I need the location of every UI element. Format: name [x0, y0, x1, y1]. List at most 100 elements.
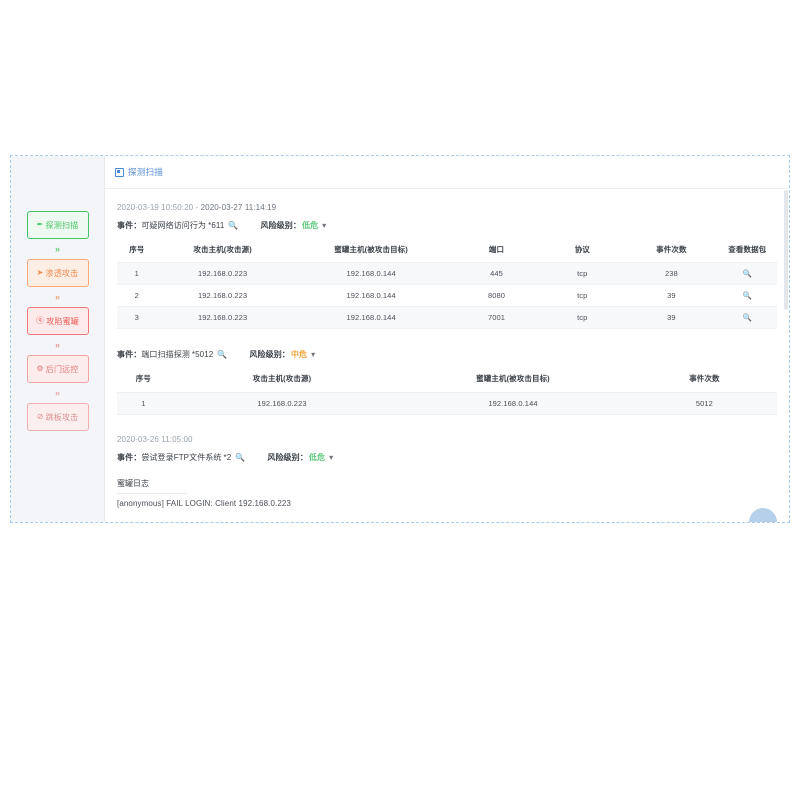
timestamp-start: 2020-03-19 10:50:20 [117, 203, 194, 212]
col-honeypot-host: 蜜罐主机(被攻击目标) [334, 245, 408, 254]
risk-label: 风险级别： [267, 452, 308, 462]
cell-attacker-host: 192.168.0.223 [156, 284, 289, 307]
forbidden-icon: ⊘ [36, 412, 44, 421]
event-section: 事件： 端口扫描探测 *5012 🔍 风险级别： 中危 ▾ [117, 349, 777, 415]
sidebar-item-backdoor-remote-control[interactable]: ⚙ 后门远控 [26, 355, 89, 383]
sidebar-item-label: 后门远控 [45, 364, 79, 374]
cell-port: 7001 [453, 306, 540, 330]
cell-event-count: 5012 [631, 391, 777, 415]
event-count: *611 [208, 221, 225, 230]
cell-index: 1 [117, 262, 157, 285]
cell-index: 1 [117, 391, 170, 415]
chevron-down-icon: » [54, 339, 60, 350]
cell-index: 2 [117, 284, 157, 307]
cell-view-packet: 🔍 [717, 262, 777, 285]
col-index: 序号 [129, 245, 145, 254]
cell-event-count: 39 [625, 284, 718, 307]
risk-level-group: 风险级别： 中危 ▾ [249, 349, 315, 360]
honeypot-log-text: [anonymous] FAIL LOGIN: Client 192.168.0… [117, 498, 291, 508]
col-view-packet: 查看数据包 [728, 245, 767, 254]
cell-honeypot-host: 192.168.0.144 [394, 391, 632, 415]
chevron-down-icon: » [54, 243, 60, 254]
col-port: 端口 [488, 245, 505, 254]
table-header-row: 序号 攻击主机(攻击源) 蜜罐主机(被攻击目标) 事件次数 [117, 370, 777, 392]
magnifier-icon[interactable]: 🔍 [742, 291, 753, 301]
square-dot-icon [115, 167, 124, 177]
magnifier-icon[interactable]: 🔍 [228, 221, 239, 230]
scrollbar[interactable] [784, 190, 788, 522]
cell-honeypot-host: 192.168.0.144 [288, 306, 454, 330]
cell-attacker-host: 192.168.0.223 [169, 391, 395, 415]
table-row: 3 192.168.0.223 192.168.0.144 7001 tcp 3… [117, 306, 777, 330]
chevron-down-icon[interactable]: ▾ [311, 350, 316, 360]
col-protocol: 协议 [574, 245, 590, 254]
event-label: 事件： [117, 221, 142, 230]
event-count: *2 [223, 452, 232, 462]
attack-chain-sidebar: ✒ 探测扫描 » ➤ 渗透攻击 » ⓠ 攻陷蜜罐 » ⚙ 后门远控 » ⊘ 跳板… [11, 156, 105, 522]
event-name: 端口扫描探测 [141, 350, 190, 360]
cell-honeypot-host: 192.168.0.144 [288, 262, 454, 285]
cell-index: 3 [117, 306, 157, 330]
chevron-down-icon[interactable]: ▾ [322, 221, 327, 230]
magnifier-icon[interactable]: 🔍 [742, 269, 753, 279]
col-index: 序号 [135, 374, 151, 384]
event-header: 事件： 端口扫描探测 *5012 🔍 风险级别： 中危 ▾ [117, 349, 777, 360]
sidebar-item-probe-scan[interactable]: ✒ 探测扫描 [26, 211, 89, 239]
honeypot-log-block: 蜜罐日志 [anonymous] FAIL LOGIN: Client 192.… [117, 473, 777, 508]
risk-label: 风险级别： [260, 221, 301, 230]
cell-attacker-host: 192.168.0.223 [156, 262, 289, 285]
section-spacer [117, 333, 777, 349]
main-content: 探测扫描 2020-03-19 10:50:20 - 2020-03-27 11… [105, 156, 789, 522]
table-row: 2 192.168.0.223 192.168.0.144 8080 tcp 3… [117, 284, 777, 307]
sidebar-item-penetration-attack[interactable]: ➤ 渗透攻击 [26, 259, 89, 287]
cell-view-packet: 🔍 [717, 306, 777, 330]
timestamp-end: 2020-03-27 11:14:19 [200, 203, 277, 212]
sidebar-item-pivot-attack[interactable]: ⊘ 跳板攻击 [26, 403, 89, 431]
event-name: 可疑网络访问行为 [141, 221, 207, 230]
timestamp-separator: - [193, 203, 201, 212]
risk-badge: 低危 [308, 452, 326, 462]
page-title: 探测扫描 [128, 167, 164, 177]
col-honeypot-host: 蜜罐主机(被攻击目标) [476, 374, 550, 384]
back-to-top-button[interactable] [749, 508, 777, 522]
event-count: *5012 [191, 350, 214, 360]
event-header: 事件： 可疑网络访问行为 *611 🔍 风险级别： 低危 ▾ [117, 220, 777, 231]
honeypot-log-label: 蜜罐日志 [117, 478, 187, 494]
send-icon: ➤ [36, 268, 44, 277]
cell-protocol: tcp [539, 284, 626, 307]
risk-badge: 低危 [301, 221, 319, 230]
cell-event-count: 238 [625, 262, 718, 285]
sidebar-item-label: 跳板攻击 [45, 412, 79, 422]
chevron-down-icon: » [54, 291, 60, 302]
wrench-icon: ✒ [36, 220, 44, 229]
cell-attacker-host: 192.168.0.223 [156, 306, 289, 330]
magnifier-icon[interactable]: 🔍 [217, 350, 228, 360]
table-row: 1 192.168.0.223 192.168.0.144 445 tcp 23… [117, 262, 777, 285]
scrollbar-thumb[interactable] [784, 190, 788, 310]
col-event-count: 事件次数 [689, 374, 720, 384]
sidebar-item-honeypot-compromised[interactable]: ⓠ 攻陷蜜罐 [26, 307, 89, 335]
event-label: 事件： [117, 350, 142, 360]
cell-event-count: 39 [625, 306, 718, 330]
risk-level-group: 风险级别： 低危 ▾ [267, 452, 333, 463]
chevron-down-icon[interactable]: ▾ [329, 452, 334, 462]
col-attacker-host: 攻击主机(攻击源) [193, 245, 252, 254]
risk-level-group: 风险级别： 低危 ▾ [260, 220, 326, 231]
table-header-row: 序号 攻击主机(攻击源) 蜜罐主机(被攻击目标) 端口 协议 事件次数 查看数据… [117, 241, 777, 263]
timestamp-start: 2020-03-26 11:05:00 [117, 434, 193, 444]
magnifier-icon[interactable]: 🔍 [235, 452, 246, 462]
sidebar-item-label: 渗透攻击 [45, 268, 79, 278]
event-section: 2020-03-26 11:05:00 事件： 尝试登录FTP文件系统 *2 🔍… [117, 435, 777, 508]
col-attacker-host: 攻击主机(攻击源) [252, 374, 312, 384]
magnifier-icon[interactable]: 🔍 [742, 313, 753, 323]
cell-port: 445 [453, 262, 540, 285]
search-icon: ⓠ [35, 316, 45, 325]
event-table: 序号 攻击主机(攻击源) 蜜罐主机(被攻击目标) 事件次数 1 192.168.… [117, 370, 777, 415]
sidebar-item-label: 攻陷蜜罐 [46, 316, 79, 326]
table-row: 1 192.168.0.223 192.168.0.144 5012 [117, 391, 777, 415]
app-frame: ✒ 探测扫描 » ➤ 渗透攻击 » ⓠ 攻陷蜜罐 » ⚙ 后门远控 » ⊘ 跳板… [10, 155, 790, 523]
event-header: 事件： 尝试登录FTP文件系统 *2 🔍 风险级别： 低危 ▾ [117, 452, 777, 463]
event-section: 2020-03-19 10:50:20 - 2020-03-27 11:14:1… [117, 203, 777, 330]
risk-badge: 中危 [290, 350, 308, 360]
timestamp-range: 2020-03-26 11:05:00 [117, 435, 777, 444]
